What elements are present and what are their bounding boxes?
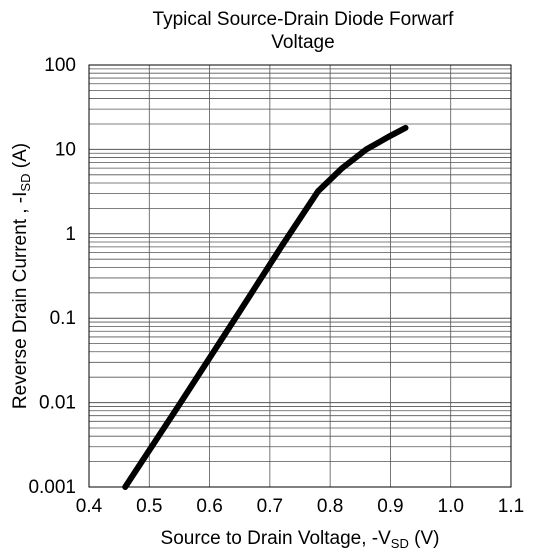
series-layer <box>122 124 409 490</box>
x-tick-label: 1.1 <box>498 496 524 517</box>
x-axis-label-suffix: (V) <box>409 528 440 549</box>
grid-layer <box>88 65 512 488</box>
chart-title-line-2: Voltage <box>271 32 335 53</box>
y-tick-label: 100 <box>44 55 76 76</box>
x-axis-label-prefix: Source to Drain Voltage, -V <box>161 528 392 549</box>
y-axis-label: Reverse Drain Current , -ISD (A) <box>10 143 33 409</box>
y-tick-label: 0.01 <box>39 393 76 414</box>
x-tick-label: 0.8 <box>317 496 343 517</box>
x-axis-label-sub: SD <box>391 536 409 551</box>
y-tick-label: 10 <box>55 139 76 160</box>
y-tick-label: 1 <box>65 224 76 245</box>
x-tick-label: 0.7 <box>257 496 283 517</box>
x-axis-label: Source to Drain Voltage, -VSD (V) <box>161 528 440 551</box>
y-tick-label: 0.1 <box>50 308 76 329</box>
y-tick-label: 0.001 <box>28 477 76 498</box>
x-tick-label: 0.9 <box>377 496 403 517</box>
y-axis-label-suffix: (A) <box>10 143 31 174</box>
chart-title: Typical Source-Drain Diode Forwarf Volta… <box>95 8 511 54</box>
chart-title-line-1: Typical Source-Drain Diode Forwarf <box>152 9 454 30</box>
x-tick-label: 0.4 <box>76 496 103 517</box>
plot-frame <box>88 64 512 488</box>
x-tick-label: 0.6 <box>196 496 222 517</box>
y-axis-label-sub: SD <box>18 174 33 192</box>
x-tick-label: 0.5 <box>136 496 162 517</box>
series-line <box>122 124 409 490</box>
x-tick-labels: 0.4 0.5 0.6 0.7 0.8 0.9 1.0 1.1 <box>76 496 524 517</box>
y-tick-labels: 0.001 0.01 0.1 1 10 100 <box>28 55 76 498</box>
y-axis-label-prefix: Reverse Drain Current , -I <box>10 192 31 410</box>
x-tick-label: 1.0 <box>438 496 464 517</box>
